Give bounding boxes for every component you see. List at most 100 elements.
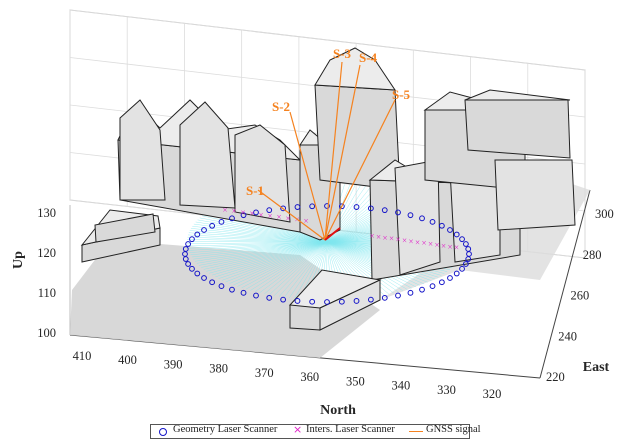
geometry-point	[465, 246, 472, 252]
geometry-point	[419, 286, 425, 293]
intersection-point: ×	[382, 233, 387, 243]
geometry-point	[185, 261, 192, 267]
geometry-point	[218, 283, 225, 290]
geometry-point	[266, 294, 273, 301]
y-axis-label: East	[583, 360, 610, 375]
intersection-point: ×	[441, 241, 446, 251]
east-axis-ticks: 220 240 260 280 300	[546, 207, 614, 384]
buildings	[80, 47, 576, 331]
intersection-point: ×	[276, 212, 281, 222]
geometry-point	[353, 298, 360, 304]
intersection-point: ×	[240, 207, 245, 217]
north-tick-label: 390	[164, 357, 183, 371]
geometry-point	[447, 227, 453, 233]
east-tick-label: 300	[595, 207, 614, 221]
intersection-point: ×	[376, 232, 381, 242]
legend-geometry-label: Geometry Laser Scanner	[173, 424, 278, 435]
north-tick-label: 340	[392, 379, 411, 393]
gnss-signal-line	[324, 61, 343, 241]
geometry-point	[266, 207, 273, 214]
intersection-point: ×	[428, 239, 433, 249]
geometry-point	[209, 279, 216, 286]
intersection-point: ×	[415, 237, 420, 247]
legend: Geometry Laser Scanner × Inters. Laser S…	[150, 423, 481, 439]
intersection-point: ×	[408, 236, 413, 246]
geometry-point	[367, 205, 374, 212]
geometry-point	[381, 207, 388, 214]
geometry-point	[229, 215, 235, 222]
legend-gnss-label: GNSS signal	[426, 424, 481, 435]
satellite-label: S-1	[246, 183, 264, 198]
intersection-point: ×	[249, 209, 254, 219]
geometry-point	[194, 270, 201, 277]
geometry-point	[338, 298, 345, 305]
geometry-point	[182, 246, 189, 252]
geometry-point	[229, 286, 235, 293]
geometry-point	[218, 218, 225, 225]
intersection-point: ×	[303, 216, 308, 226]
gnss-signal-line	[289, 111, 326, 241]
intersection-point: ×	[258, 210, 263, 220]
geometry-point	[459, 236, 465, 243]
legend-intersection-marker-icon: ×	[293, 423, 303, 436]
geometry-laser-points	[182, 203, 472, 305]
up-axis-ticks: 100 110 120 130	[37, 206, 56, 340]
gnss-signal-line	[324, 99, 396, 241]
geometry-point	[407, 289, 414, 296]
geometry-point	[201, 275, 207, 281]
satellite-label: S-4	[359, 50, 378, 65]
east-tick-label: 280	[583, 248, 602, 262]
geometry-point	[438, 279, 445, 286]
geometry-point	[324, 299, 330, 305]
geometry-point	[465, 256, 472, 262]
intersection-point: ×	[369, 231, 374, 241]
intersection-point: ×	[402, 236, 407, 246]
geometry-point	[253, 292, 259, 299]
intersection-point: ×	[285, 213, 290, 223]
geometry-point	[294, 204, 301, 210]
intersection-point: ×	[434, 240, 439, 250]
geometry-point	[280, 296, 287, 303]
legend-geometry-marker-icon	[159, 428, 167, 436]
geometry-point	[189, 265, 195, 272]
gnss-signal-line	[257, 189, 326, 241]
satellite-label: S-5	[392, 87, 411, 102]
geometry-point	[185, 241, 192, 247]
north-tick-label: 320	[483, 387, 502, 401]
intersection-point: ×	[395, 235, 400, 245]
geometry-point	[381, 294, 388, 301]
geometry-point	[438, 222, 445, 229]
x-axis-label: North	[320, 403, 356, 418]
east-tick-label: 260	[571, 289, 590, 303]
legend-intersection-label: Inters. Laser Scanner	[306, 424, 395, 435]
east-tick-label: 220	[546, 370, 565, 384]
geometry-point	[462, 241, 469, 247]
geometry-point	[209, 222, 216, 229]
gnss-signal-line	[324, 64, 361, 241]
geometry-point	[189, 236, 195, 243]
legend-gnss-line-icon	[409, 431, 423, 432]
up-tick-label: 120	[37, 246, 56, 260]
satellite-label: S-2	[272, 99, 290, 114]
east-tick-label: 240	[558, 329, 577, 343]
intersection-point: ×	[421, 238, 426, 248]
geometry-point	[338, 203, 345, 210]
geometry-point	[353, 204, 360, 210]
geometry-point	[240, 212, 247, 219]
up-tick-label: 110	[38, 286, 56, 300]
gnss-signals	[257, 61, 396, 241]
geometry-point	[309, 203, 316, 210]
north-tick-label: 370	[255, 366, 274, 380]
geometry-point	[324, 203, 330, 209]
geometry-point	[429, 283, 436, 290]
satellite-label: S-3	[333, 46, 352, 61]
geometry-point	[309, 298, 316, 305]
geometry-point	[453, 270, 460, 277]
geometry-point	[240, 289, 247, 296]
intersection-point: ×	[231, 206, 236, 216]
north-tick-label: 400	[118, 353, 137, 367]
geometry-point	[395, 292, 401, 299]
geometry-point	[447, 275, 453, 281]
intersection-point: ×	[447, 242, 452, 252]
north-tick-label: 380	[209, 362, 228, 376]
